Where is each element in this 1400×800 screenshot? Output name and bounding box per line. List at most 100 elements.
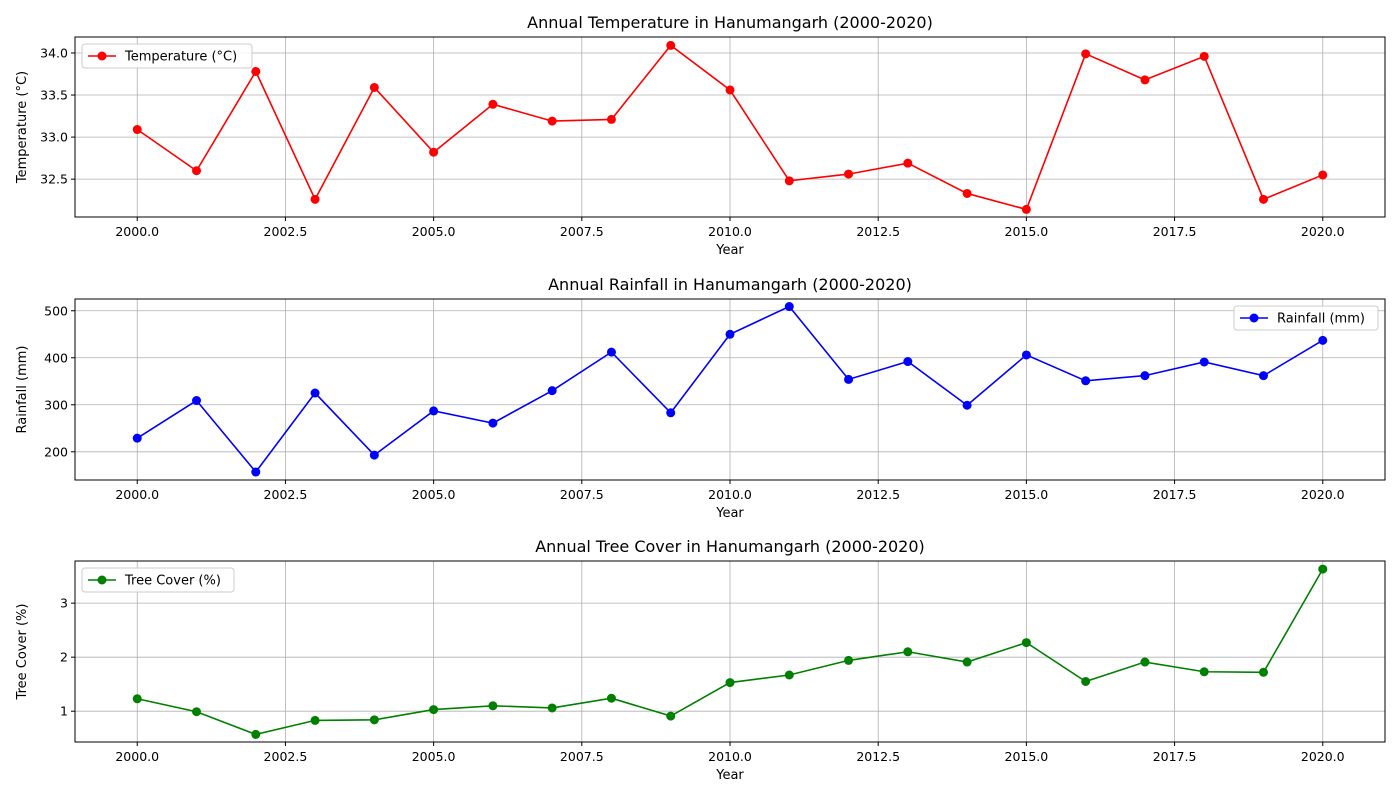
x-tick-label: 2010.0 — [708, 224, 752, 239]
x-tick-label: 2020.0 — [1301, 749, 1345, 764]
data-point — [310, 388, 320, 398]
y-axis-label: Rainfall (mm) — [15, 346, 30, 434]
y-tick-label: 33.5 — [40, 88, 68, 103]
data-point — [1081, 376, 1091, 386]
data-point — [844, 655, 854, 665]
data-point — [1199, 357, 1209, 367]
chart-title: Annual Tree Cover in Hanumangarh (2000-2… — [535, 537, 925, 556]
data-point — [725, 85, 735, 95]
y-axis-label: Temperature (°C) — [15, 71, 30, 184]
x-tick-label: 2005.0 — [412, 224, 456, 239]
data-point — [1021, 638, 1031, 648]
data-point — [547, 116, 557, 126]
data-point — [1140, 75, 1150, 85]
data-point — [488, 99, 498, 109]
x-tick-label: 2010.0 — [708, 487, 752, 502]
data-point — [784, 176, 794, 186]
data-point — [1081, 49, 1091, 59]
y-tick-label: 400 — [44, 350, 68, 365]
data-point — [251, 729, 261, 739]
x-tick-label: 2015.0 — [1005, 487, 1049, 502]
legend: Rainfall (mm) — [1233, 305, 1379, 331]
x-tick-label: 2012.5 — [856, 224, 900, 239]
x-tick-label: 2002.5 — [264, 749, 308, 764]
data-point — [488, 418, 498, 428]
data-point — [369, 715, 379, 725]
data-point — [1199, 667, 1209, 677]
y-tick-label: 32.5 — [40, 172, 68, 187]
data-point — [903, 158, 913, 168]
x-tick-label: 2007.5 — [560, 224, 604, 239]
data-point — [666, 40, 676, 50]
x-tick-label: 2020.0 — [1301, 224, 1345, 239]
x-axis-label: Year — [715, 243, 744, 258]
legend: Temperature (°C) — [81, 43, 253, 69]
x-tick-label: 2012.5 — [856, 487, 900, 502]
data-point — [1258, 194, 1268, 204]
x-tick-label: 2002.5 — [264, 487, 308, 502]
data-point — [1258, 667, 1268, 677]
data-point — [1318, 170, 1328, 180]
data-point — [962, 400, 972, 410]
x-axis-label: Year — [715, 768, 744, 783]
chart-title: Annual Rainfall in Hanumangarh (2000-202… — [548, 275, 912, 294]
x-tick-label: 2000.0 — [115, 487, 159, 502]
chart-title: Annual Temperature in Hanumangarh (2000-… — [527, 13, 933, 32]
data-point — [429, 406, 439, 416]
data-point — [310, 715, 320, 725]
data-point — [1199, 51, 1209, 61]
data-point — [488, 701, 498, 711]
data-point — [962, 188, 972, 198]
data-point — [1021, 350, 1031, 360]
x-tick-label: 2015.0 — [1005, 224, 1049, 239]
legend-marker-swatch — [97, 51, 107, 61]
x-tick-label: 2005.0 — [412, 487, 456, 502]
x-tick-label: 2015.0 — [1005, 749, 1049, 764]
data-point — [1140, 371, 1150, 381]
chart-panel-3: Annual Tree Cover in Hanumangarh (2000-2… — [15, 537, 1386, 783]
y-tick-label: 200 — [44, 444, 68, 459]
data-point — [725, 329, 735, 339]
legend-entry: Rainfall (mm) — [1277, 312, 1365, 327]
y-tick-label: 34.0 — [40, 45, 68, 60]
data-point — [251, 66, 261, 76]
legend: Tree Cover (%) — [81, 567, 235, 593]
x-tick-label: 2000.0 — [115, 224, 159, 239]
data-point — [725, 678, 735, 688]
x-tick-label: 2005.0 — [412, 749, 456, 764]
x-tick-label: 2017.5 — [1153, 487, 1197, 502]
x-tick-label: 2010.0 — [708, 749, 752, 764]
y-tick-label: 1 — [60, 704, 68, 719]
data-point — [784, 302, 794, 312]
data-point — [1140, 657, 1150, 667]
chart-panel-1: Annual Temperature in Hanumangarh (2000-… — [15, 13, 1386, 258]
x-tick-label: 2007.5 — [560, 749, 604, 764]
x-tick-label: 2007.5 — [560, 487, 604, 502]
data-point — [192, 396, 202, 406]
data-point — [192, 707, 202, 717]
data-point — [132, 433, 142, 443]
data-point — [844, 374, 854, 384]
x-tick-label: 2012.5 — [856, 749, 900, 764]
data-point — [606, 114, 616, 124]
legend-box — [81, 43, 253, 69]
x-axis-label: Year — [715, 506, 744, 521]
x-tick-label: 2017.5 — [1153, 749, 1197, 764]
data-point — [310, 194, 320, 204]
data-point — [132, 125, 142, 135]
data-point — [844, 169, 854, 179]
data-point — [1081, 676, 1091, 686]
data-point — [1021, 204, 1031, 214]
x-tick-label: 2002.5 — [264, 224, 308, 239]
data-point — [429, 147, 439, 157]
data-point — [606, 347, 616, 357]
data-point — [251, 467, 261, 477]
data-point — [1318, 335, 1328, 345]
y-tick-label: 500 — [44, 303, 68, 318]
data-point — [132, 694, 142, 704]
data-point — [429, 705, 439, 715]
legend-marker-swatch — [1249, 313, 1259, 323]
data-point — [369, 450, 379, 460]
x-tick-label: 2017.5 — [1153, 224, 1197, 239]
